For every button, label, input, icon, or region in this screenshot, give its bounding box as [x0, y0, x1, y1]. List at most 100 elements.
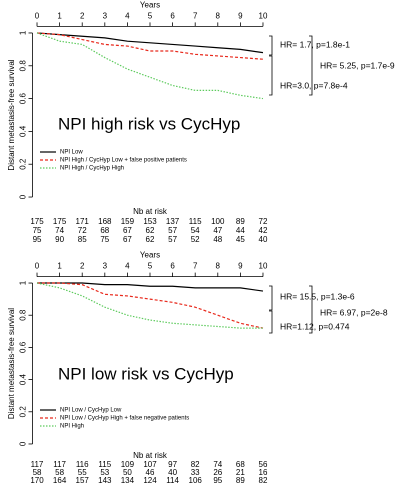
at-risk-count: 68	[100, 226, 109, 235]
at-risk-count: 153	[143, 217, 157, 226]
panel-title: NPI high risk vs CycHyp	[58, 114, 240, 133]
at-risk-count: 89	[236, 217, 245, 226]
x-tick-label: 7	[193, 262, 198, 271]
x-axis-label: Years	[140, 1, 160, 10]
at-risk-count: 56	[259, 460, 268, 469]
y-tick-label: 0.2	[19, 158, 28, 170]
at-risk-count: 95	[33, 235, 42, 244]
legend-label: NPI High / CycHyp Low + false positive p…	[60, 158, 187, 164]
hazard-ratio: HR=3.0, p=7.8e-4	[280, 80, 348, 90]
x-tick-label: 5	[148, 262, 153, 271]
at-risk-count: 85	[78, 235, 87, 244]
survival-curve	[36, 32, 264, 100]
x-tick-label: 7	[193, 12, 198, 21]
survival-curve	[37, 282, 264, 292]
x-tick-label: 10	[259, 262, 268, 271]
at-risk-count: 109	[121, 460, 135, 469]
at-risk-count: 82	[259, 476, 268, 484]
at-risk-count: 75	[33, 226, 42, 235]
x-tick-label: 5	[148, 12, 153, 21]
bracket	[309, 285, 313, 334]
at-risk-count: 62	[146, 226, 155, 235]
legend-label: NPI Low / CycHyp High + false negative p…	[60, 416, 189, 422]
at-risk-count: 44	[236, 226, 245, 235]
bracket	[269, 310, 273, 334]
x-tick-label: 1	[57, 262, 62, 271]
legend-label: NPI High / CycHyp High	[60, 166, 124, 172]
at-risk-count: 117	[53, 460, 66, 469]
legend-label: NPI Low	[60, 150, 83, 156]
x-tick-label: 3	[103, 12, 108, 21]
at-risk-count: 134	[121, 476, 135, 484]
y-tick-label: 0.2	[19, 406, 28, 418]
at-risk-label: Nb at risk	[133, 451, 168, 460]
hazard-ratio: HR= 5.25, p=1.7e-9	[320, 60, 395, 70]
y-tick-label: 0	[19, 441, 28, 446]
at-risk-count: 100	[211, 217, 225, 226]
bracket	[269, 285, 273, 311]
x-tick-label: 2	[80, 12, 85, 21]
y-axis-label: Distant metastasis-free survival	[7, 308, 16, 419]
at-risk-count: 115	[189, 217, 202, 226]
at-risk-count: 40	[168, 468, 177, 477]
legend-label: NPI Low / CycHyp Low	[60, 408, 122, 414]
at-risk-count: 114	[166, 476, 179, 484]
panel-title: NPI low risk vs CycHyp	[58, 364, 234, 383]
x-tick-label: 0	[35, 12, 40, 21]
at-risk-label: Nb at risk	[133, 207, 168, 216]
legend-label: NPI High	[60, 424, 84, 430]
hazard-ratio: HR=1.12, p=0.474	[280, 321, 350, 331]
x-tick-label: 1	[57, 12, 62, 21]
y-tick-label: 0.8	[19, 60, 28, 72]
at-risk-count: 52	[191, 235, 200, 244]
at-risk-count: 107	[143, 460, 157, 469]
at-risk-count: 53	[100, 468, 109, 477]
x-tick-label: 6	[170, 262, 175, 271]
y-tick-label: 0.4	[19, 373, 28, 385]
at-risk-count: 117	[31, 460, 44, 469]
bracket	[269, 55, 273, 96]
at-risk-count: 164	[53, 476, 67, 484]
at-risk-count: 175	[53, 217, 67, 226]
y-tick-label: 0	[19, 194, 28, 199]
y-tick-label: 0.6	[19, 92, 28, 104]
y-tick-label: 0.6	[19, 341, 28, 353]
x-axis-label: Years	[140, 251, 160, 260]
at-risk-count: 72	[259, 217, 268, 226]
at-risk-count: 57	[168, 235, 177, 244]
at-risk-count: 90	[55, 235, 64, 244]
at-risk-count: 82	[191, 460, 200, 469]
at-risk-count: 55	[78, 468, 87, 477]
x-tick-label: 9	[238, 12, 243, 21]
at-risk-count: 26	[213, 468, 222, 477]
at-risk-count: 171	[76, 217, 90, 226]
x-tick-label: 4	[125, 262, 130, 271]
at-risk-count: 124	[143, 476, 157, 484]
at-risk-count: 116	[76, 460, 89, 469]
at-risk-count: 106	[189, 476, 203, 484]
at-risk-count: 175	[30, 217, 44, 226]
x-tick-label: 2	[80, 262, 85, 271]
at-risk-count: 46	[146, 468, 155, 477]
x-tick-label: 6	[170, 12, 175, 21]
at-risk-count: 137	[166, 217, 180, 226]
at-risk-count: 67	[123, 235, 132, 244]
at-risk-count: 57	[168, 226, 177, 235]
survival-curve	[36, 32, 264, 60]
at-risk-count: 58	[55, 468, 64, 477]
x-tick-label: 0	[35, 262, 40, 271]
at-risk-count: 168	[98, 217, 112, 226]
at-risk-count: 50	[123, 468, 132, 477]
at-risk-count: 42	[259, 226, 268, 235]
at-risk-count: 62	[146, 235, 155, 244]
x-tick-label: 9	[238, 262, 243, 271]
at-risk-count: 40	[259, 235, 268, 244]
survival-curve	[36, 32, 264, 54]
at-risk-count: 72	[78, 226, 87, 235]
at-risk-count: 45	[236, 235, 245, 244]
hazard-ratio: HR= 6.97, p=2e-8	[320, 307, 388, 317]
at-risk-count: 170	[30, 476, 44, 484]
at-risk-count: 16	[259, 468, 268, 477]
survival-curve	[37, 282, 264, 329]
